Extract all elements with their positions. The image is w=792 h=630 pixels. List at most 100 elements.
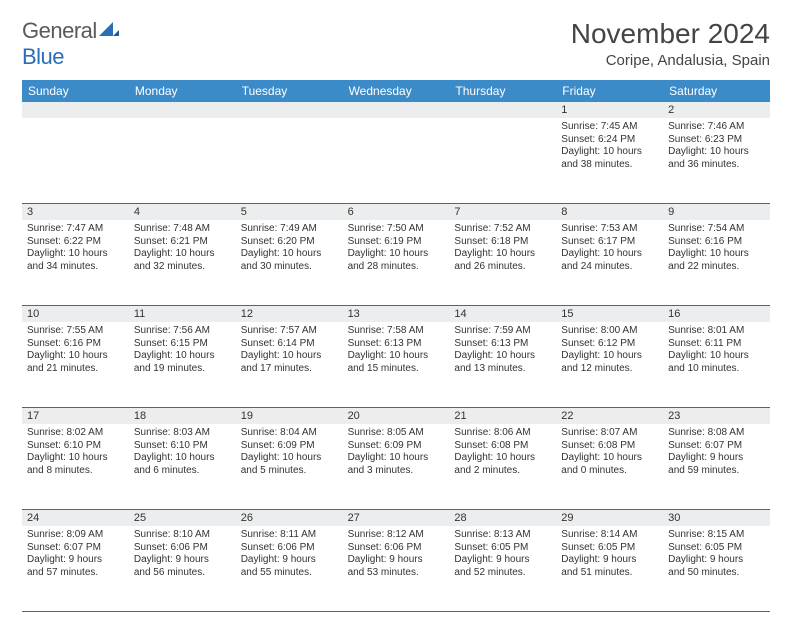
day-cell: Sunrise: 8:11 AMSunset: 6:06 PMDaylight:… xyxy=(236,526,343,611)
sun-info-line: Sunrise: 7:52 AM xyxy=(454,223,551,236)
sun-info-line: Daylight: 10 hours xyxy=(454,452,551,465)
day-cell: Sunrise: 8:06 AMSunset: 6:08 PMDaylight:… xyxy=(449,424,556,509)
calendar-grid: Sunday Monday Tuesday Wednesday Thursday… xyxy=(22,80,770,612)
brand-name: GeneralBlue xyxy=(22,18,119,70)
sun-info-line: and 51 minutes. xyxy=(561,567,658,580)
day-number: 20 xyxy=(343,408,450,424)
sun-info-line: Sunrise: 7:45 AM xyxy=(561,121,658,134)
sun-info-line: Sunset: 6:09 PM xyxy=(241,440,338,453)
day-cell: Sunrise: 7:57 AMSunset: 6:14 PMDaylight:… xyxy=(236,322,343,407)
sun-info-line: Sunrise: 8:15 AM xyxy=(668,529,765,542)
day-cell: Sunrise: 8:04 AMSunset: 6:09 PMDaylight:… xyxy=(236,424,343,509)
sun-info-line: Sunrise: 7:46 AM xyxy=(668,121,765,134)
sun-info-line: Sunrise: 7:50 AM xyxy=(348,223,445,236)
sun-info-line: Daylight: 10 hours xyxy=(134,248,231,261)
sun-info-line: Sunrise: 8:12 AM xyxy=(348,529,445,542)
sun-info-line: Sunrise: 8:04 AM xyxy=(241,427,338,440)
day-header-row: Sunday Monday Tuesday Wednesday Thursday… xyxy=(22,80,770,102)
sun-info-line: and 55 minutes. xyxy=(241,567,338,580)
sun-info-line: Sunset: 6:06 PM xyxy=(348,542,445,555)
sun-info-line: Sunset: 6:17 PM xyxy=(561,236,658,249)
sun-info-line: Daylight: 10 hours xyxy=(241,350,338,363)
sun-info-line: and 36 minutes. xyxy=(668,159,765,172)
sun-info-line: Sunrise: 8:13 AM xyxy=(454,529,551,542)
day-cell: Sunrise: 8:01 AMSunset: 6:11 PMDaylight:… xyxy=(663,322,770,407)
day-header: Friday xyxy=(556,80,663,102)
day-header: Saturday xyxy=(663,80,770,102)
sun-info-line: and 5 minutes. xyxy=(241,465,338,478)
day-number: 28 xyxy=(449,510,556,526)
day-number: 4 xyxy=(129,204,236,220)
sun-info-line: Sunset: 6:18 PM xyxy=(454,236,551,249)
day-cell: Sunrise: 8:12 AMSunset: 6:06 PMDaylight:… xyxy=(343,526,450,611)
sun-info-line: Sunset: 6:08 PM xyxy=(454,440,551,453)
day-number: 25 xyxy=(129,510,236,526)
day-cell xyxy=(129,118,236,203)
day-number: 12 xyxy=(236,306,343,322)
sun-info-line: and 50 minutes. xyxy=(668,567,765,580)
sun-info-line: Sunrise: 8:05 AM xyxy=(348,427,445,440)
day-number: 30 xyxy=(663,510,770,526)
sun-info-line: Sunset: 6:05 PM xyxy=(561,542,658,555)
sun-info-line: Sunrise: 8:10 AM xyxy=(134,529,231,542)
sun-info-line: Daylight: 10 hours xyxy=(454,350,551,363)
day-number: 18 xyxy=(129,408,236,424)
day-cell: Sunrise: 8:13 AMSunset: 6:05 PMDaylight:… xyxy=(449,526,556,611)
week-row: Sunrise: 8:09 AMSunset: 6:07 PMDaylight:… xyxy=(22,526,770,612)
sun-info-line: Daylight: 10 hours xyxy=(668,350,765,363)
sun-info-line: Daylight: 10 hours xyxy=(454,248,551,261)
sun-info-line: and 6 minutes. xyxy=(134,465,231,478)
day-cell: Sunrise: 8:10 AMSunset: 6:06 PMDaylight:… xyxy=(129,526,236,611)
day-number: 2 xyxy=(663,102,770,118)
sun-info-line: Sunset: 6:13 PM xyxy=(454,338,551,351)
sun-info-line: and 34 minutes. xyxy=(27,261,124,274)
day-number: 10 xyxy=(22,306,129,322)
day-cell: Sunrise: 8:00 AMSunset: 6:12 PMDaylight:… xyxy=(556,322,663,407)
brand-part1: General xyxy=(22,18,97,43)
day-cell: Sunrise: 8:14 AMSunset: 6:05 PMDaylight:… xyxy=(556,526,663,611)
day-cell: Sunrise: 7:45 AMSunset: 6:24 PMDaylight:… xyxy=(556,118,663,203)
week-row: Sunrise: 7:55 AMSunset: 6:16 PMDaylight:… xyxy=(22,322,770,408)
sun-info-line: Sunset: 6:11 PM xyxy=(668,338,765,351)
sun-info-line: and 24 minutes. xyxy=(561,261,658,274)
day-number: 11 xyxy=(129,306,236,322)
sun-info-line: Sunrise: 8:07 AM xyxy=(561,427,658,440)
sun-info-line: and 57 minutes. xyxy=(27,567,124,580)
daynum-row: 3456789 xyxy=(22,204,770,220)
daynum-row: 12 xyxy=(22,102,770,118)
sun-info-line: Sunrise: 7:49 AM xyxy=(241,223,338,236)
sun-info-line: Sunset: 6:23 PM xyxy=(668,134,765,147)
day-number: 6 xyxy=(343,204,450,220)
day-cell: Sunrise: 8:07 AMSunset: 6:08 PMDaylight:… xyxy=(556,424,663,509)
sun-info-line: Sunrise: 8:01 AM xyxy=(668,325,765,338)
sun-info-line: and 13 minutes. xyxy=(454,363,551,376)
day-cell: Sunrise: 8:15 AMSunset: 6:05 PMDaylight:… xyxy=(663,526,770,611)
day-number xyxy=(129,102,236,118)
day-cell xyxy=(343,118,450,203)
sun-info-line: and 15 minutes. xyxy=(348,363,445,376)
sun-info-line: Sunset: 6:20 PM xyxy=(241,236,338,249)
sun-info-line: and 21 minutes. xyxy=(27,363,124,376)
sun-info-line: Daylight: 10 hours xyxy=(561,452,658,465)
day-cell: Sunrise: 7:50 AMSunset: 6:19 PMDaylight:… xyxy=(343,220,450,305)
sun-info-line: and 10 minutes. xyxy=(668,363,765,376)
day-cell xyxy=(236,118,343,203)
title-block: November 2024 Coripe, Andalusia, Spain xyxy=(571,18,770,69)
sun-info-line: Daylight: 10 hours xyxy=(27,350,124,363)
sun-info-line: Sunrise: 7:57 AM xyxy=(241,325,338,338)
sun-info-line: Sunset: 6:13 PM xyxy=(348,338,445,351)
day-number: 19 xyxy=(236,408,343,424)
brand-part2: Blue xyxy=(22,44,64,69)
month-title: November 2024 xyxy=(571,18,770,50)
day-cell: Sunrise: 7:58 AMSunset: 6:13 PMDaylight:… xyxy=(343,322,450,407)
sun-info-line: Daylight: 9 hours xyxy=(561,554,658,567)
day-cell: Sunrise: 8:05 AMSunset: 6:09 PMDaylight:… xyxy=(343,424,450,509)
day-number: 15 xyxy=(556,306,663,322)
day-number: 7 xyxy=(449,204,556,220)
sun-info-line: and 38 minutes. xyxy=(561,159,658,172)
sun-info-line: Daylight: 9 hours xyxy=(668,554,765,567)
sun-info-line: and 32 minutes. xyxy=(134,261,231,274)
sun-info-line: and 17 minutes. xyxy=(241,363,338,376)
day-number: 1 xyxy=(556,102,663,118)
sun-info-line: Daylight: 10 hours xyxy=(27,248,124,261)
